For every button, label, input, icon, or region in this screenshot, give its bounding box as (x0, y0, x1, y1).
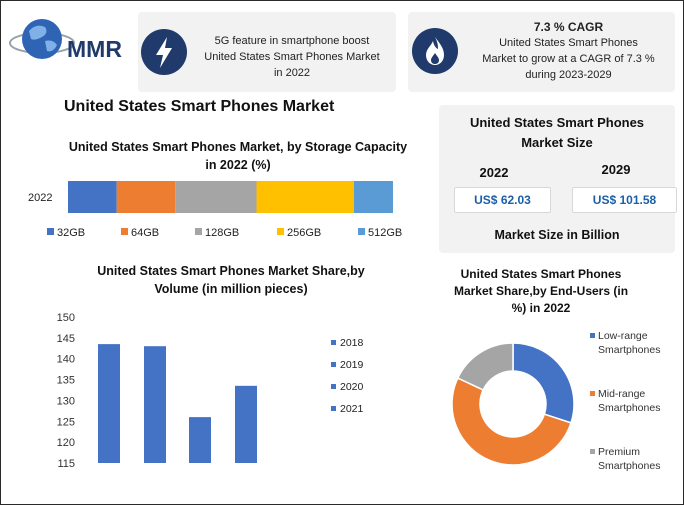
logo-globe (22, 19, 62, 59)
legend-swatch (47, 228, 54, 235)
legend-label: 512GB (368, 227, 402, 239)
y-tick-label: 145 (57, 333, 75, 345)
feature-card-line: United States Smart Phones Market (204, 51, 380, 63)
market-size-title-line: Market Size (521, 135, 593, 150)
legend-swatch (195, 228, 202, 235)
category-label: 2022 (28, 192, 52, 204)
cagr-heading: 7.3 % CAGR (533, 20, 604, 34)
legend-swatch (331, 406, 336, 411)
legend-label: Smartphones (598, 460, 660, 472)
legend-swatch (590, 391, 595, 396)
y-tick-label: 150 (57, 312, 75, 324)
feature-card-line: during 2023-2029 (525, 69, 612, 81)
mmr-logo: MMR (9, 19, 122, 62)
feature-card-5g: 5G feature in smartphone boost United St… (138, 12, 396, 92)
legend-swatch (331, 340, 336, 345)
market-size-value-2022: US$ 62.03 (454, 187, 551, 213)
legend-label: 2020 (340, 381, 364, 393)
legend-swatch (590, 333, 595, 338)
y-tick-label: 130 (57, 395, 75, 407)
legend-swatch (331, 362, 336, 367)
end-users-chart-title-line: United States Smart Phones (460, 267, 622, 281)
bar-segment (68, 181, 117, 213)
legend-swatch (590, 449, 595, 454)
logo-text: MMR (67, 36, 122, 62)
market-size-value-2029: US$ 101.58 (572, 187, 677, 213)
legend-label: 256GB (287, 227, 321, 239)
legend-label: 128GB (205, 227, 239, 239)
storage-capacity-chart: 2022 32GB 64GB 128GB 256GB 512GB (28, 181, 402, 239)
feature-card-line: in 2022 (273, 67, 311, 79)
feature-card-line: United States Smart Phones (499, 37, 638, 49)
market-size-card: United States Smart Phones Market Size 2… (439, 105, 677, 253)
bar (98, 344, 120, 463)
bar (189, 417, 211, 463)
page-title: United States Smart Phones Market (64, 98, 335, 115)
y-tick-label: 140 (57, 354, 75, 366)
end-users-chart-title-line: Market Share,by End-Users (in (453, 284, 629, 298)
flame-icon (412, 28, 458, 74)
end-users-donut-chart: Low-range Smartphones Mid-range Smartphones… (451, 330, 660, 472)
legend-label: 2019 (340, 359, 364, 371)
lightning-icon (141, 29, 187, 75)
volume-chart: 150 145 140 135 130 125 120 115 2018 2019 2020 2021 (57, 312, 364, 470)
bar (144, 346, 166, 463)
feature-card-cagr: 7.3 % CAGR United States Smart Phones Ma… (408, 12, 675, 92)
y-tick-label: 115 (57, 458, 75, 470)
market-size-year: 2029 (601, 162, 631, 177)
volume-chart-title-line: United States Smart Phones Market Share,… (97, 264, 365, 278)
bar-segment (116, 181, 176, 213)
y-tick-label: 135 (57, 375, 75, 387)
market-size-year: 2022 (479, 165, 509, 180)
legend-label: Low-range (598, 330, 648, 342)
feature-card-line: 5G feature in smartphone boost (214, 35, 370, 47)
storage-chart-title-line: United States Smart Phones Market, by St… (68, 140, 408, 154)
legend-swatch (277, 228, 284, 235)
bar-segment (175, 181, 257, 213)
y-tick-label: 120 (57, 437, 75, 449)
end-users-chart-title-line: %) in 2022 (511, 301, 571, 315)
bar-segment (354, 181, 393, 213)
donut-slice (512, 342, 575, 424)
legend-label: Smartphones (598, 402, 660, 414)
bar-segment (256, 181, 354, 213)
legend-label: 2021 (340, 403, 364, 415)
legend-swatch (331, 384, 336, 389)
donut-slice (451, 377, 572, 466)
legend-label: 2018 (340, 337, 364, 349)
legend-swatch (358, 228, 365, 235)
market-size-title-line: United States Smart Phones (469, 115, 645, 130)
y-tick-label: 125 (57, 416, 75, 428)
legend-label: Mid-range (598, 388, 645, 400)
legend-label: 32GB (57, 227, 85, 239)
legend-label: Premium (598, 446, 640, 458)
market-size-footer: Market Size in Billion (494, 228, 620, 242)
donut-slice (456, 342, 514, 391)
legend-swatch (121, 228, 128, 235)
storage-chart-title-line: in 2022 (%) (205, 158, 271, 172)
volume-chart-title-line: Volume (in million pieces) (154, 282, 308, 296)
legend-label: 64GB (131, 227, 159, 239)
feature-card-line: Market to grow at a CAGR of 7.3 % (482, 53, 655, 65)
legend-label: Smartphones (598, 344, 660, 356)
logo-globe-land (29, 25, 57, 52)
bar (235, 385, 257, 463)
